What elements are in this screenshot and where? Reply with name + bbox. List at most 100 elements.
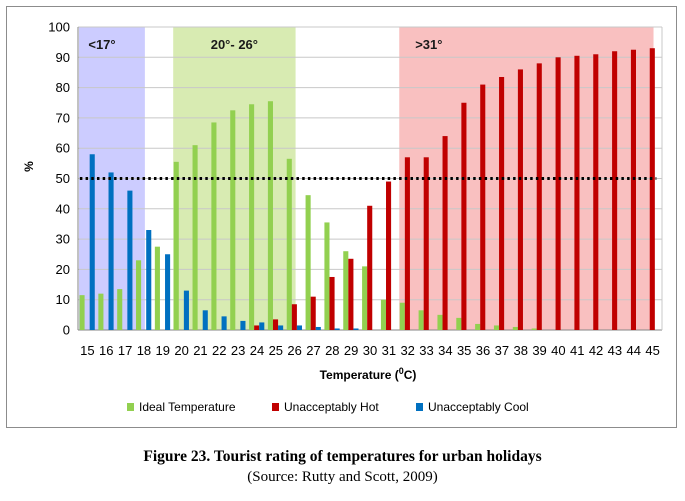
bar-ideal-temperature	[305, 195, 311, 330]
figure-caption-source: (Source: Rutty and Scott, 2009)	[247, 469, 438, 485]
bar-unacceptably-cool	[89, 154, 95, 330]
x-axis-label: Temperature (0C)	[320, 366, 417, 382]
bar-unacceptably-cool	[202, 310, 208, 330]
bar-unacceptably-cool	[221, 316, 227, 330]
bar-unacceptably-cool	[108, 172, 114, 330]
band-label: <17°	[88, 37, 115, 52]
x-tick-label: 33	[419, 343, 433, 358]
bar-unacceptably-cool	[240, 320, 246, 330]
y-tick-label: 60	[56, 141, 70, 156]
bar-ideal-temperature	[531, 328, 537, 330]
legend-swatch	[416, 403, 423, 411]
bar-ideal-temperature	[399, 302, 405, 330]
bar-ideal-temperature	[230, 110, 236, 330]
bar-ideal-temperature	[512, 326, 518, 330]
bar-unacceptably-hot	[593, 54, 599, 331]
bar-unacceptably-hot	[536, 63, 542, 331]
x-tick-label: 28	[325, 343, 339, 358]
bar-unacceptably-hot	[574, 55, 580, 330]
bar-unacceptably-hot	[499, 76, 505, 331]
y-tick-label: 90	[56, 50, 70, 65]
y-tick-label: 40	[56, 201, 70, 216]
x-tick-label: 26	[287, 343, 301, 358]
x-tick-label: 16	[99, 343, 113, 358]
legend-swatch	[272, 403, 279, 411]
bar-unacceptably-hot	[423, 157, 429, 330]
bar-unacceptably-cool	[353, 328, 359, 330]
bar-ideal-temperature	[211, 122, 217, 330]
x-tick-label: 34	[438, 343, 452, 358]
bar-ideal-temperature	[362, 266, 368, 330]
x-tick-label: 37	[495, 343, 509, 358]
figure-caption-title: Figure 23. Tourist rating of temperature…	[143, 448, 542, 465]
legend-swatch	[127, 403, 134, 411]
bar-unacceptably-hot	[461, 102, 467, 330]
bar-ideal-temperature	[267, 101, 273, 330]
bar-ideal-temperature	[437, 314, 443, 330]
bar-unacceptably-hot	[386, 181, 392, 330]
bar-ideal-temperature	[79, 295, 85, 330]
x-tick-label: 35	[457, 343, 471, 358]
x-tick-label: 39	[532, 343, 546, 358]
bar-ideal-temperature	[249, 104, 255, 330]
x-tick-label: 36	[476, 343, 490, 358]
bar-chart: <17° 20°- 26° >31° 0 10 20 30 40 50 60 70 80 90 100 15…	[22, 20, 663, 414]
bar-unacceptably-cool	[127, 190, 133, 330]
x-tick-label: 45	[645, 343, 659, 358]
legend-label: Unacceptably Hot	[284, 400, 379, 414]
y-axis-label: %	[22, 161, 36, 172]
bar-ideal-temperature	[493, 325, 500, 330]
bar-ideal-temperature	[418, 310, 424, 330]
bar-unacceptably-hot	[404, 157, 410, 330]
x-tick-label: 43	[608, 343, 622, 358]
x-tick-label: 19	[156, 343, 170, 358]
bar-unacceptably-cool	[183, 290, 189, 330]
bar-ideal-temperature	[286, 158, 292, 330]
bar-ideal-temperature	[98, 293, 104, 330]
bar-unacceptably-hot	[310, 296, 316, 330]
y-tick-label: 0	[63, 323, 70, 338]
x-tick-label: 15	[80, 343, 94, 358]
x-tick-label: 44	[627, 343, 641, 358]
bar-unacceptably-cool	[278, 325, 284, 330]
y-tick-label: 100	[48, 20, 70, 35]
bar-unacceptably-hot	[272, 319, 279, 330]
bar-unacceptably-hot	[517, 69, 523, 331]
bar-unacceptably-hot	[329, 276, 335, 330]
x-tick-label: 24	[250, 343, 264, 358]
bar-unacceptably-hot	[367, 205, 373, 330]
x-tick-label: 40	[551, 343, 565, 358]
bar-unacceptably-hot	[254, 325, 260, 330]
bar-unacceptably-hot	[480, 84, 486, 330]
bar-ideal-temperature	[192, 145, 198, 330]
bar-ideal-temperature	[117, 289, 123, 330]
bar-unacceptably-hot	[649, 48, 655, 331]
bar-unacceptably-cool	[165, 254, 171, 330]
bar-ideal-temperature	[154, 246, 160, 330]
bar-unacceptably-cool	[334, 328, 340, 330]
band-label: 20°- 26°	[211, 37, 258, 52]
band-label: >31°	[415, 37, 442, 52]
bar-unacceptably-hot	[630, 49, 637, 330]
legend-label: Ideal Temperature	[139, 400, 236, 414]
bar-ideal-temperature	[136, 260, 142, 330]
x-tick-label: 31	[382, 343, 396, 358]
bar-unacceptably-hot	[291, 304, 297, 330]
bar-unacceptably-cool	[296, 325, 302, 330]
bar-ideal-temperature	[324, 222, 330, 330]
bar-ideal-temperature	[343, 251, 349, 330]
x-tick-label: 20	[174, 343, 188, 358]
x-tick-label: 25	[269, 343, 283, 358]
bar-unacceptably-cool	[315, 326, 321, 330]
bar-ideal-temperature	[173, 161, 179, 330]
x-tick-label: 21	[193, 343, 207, 358]
x-tick-label: 41	[570, 343, 584, 358]
x-tick-label: 38	[513, 343, 527, 358]
y-tick-label: 80	[56, 80, 70, 95]
x-tick-label: 18	[137, 343, 151, 358]
bar-ideal-temperature	[456, 317, 462, 330]
bar-unacceptably-hot	[442, 136, 448, 330]
y-tick-label: 20	[56, 262, 70, 277]
x-tick-label: 42	[589, 343, 603, 358]
x-tick-label: 23	[231, 343, 245, 358]
